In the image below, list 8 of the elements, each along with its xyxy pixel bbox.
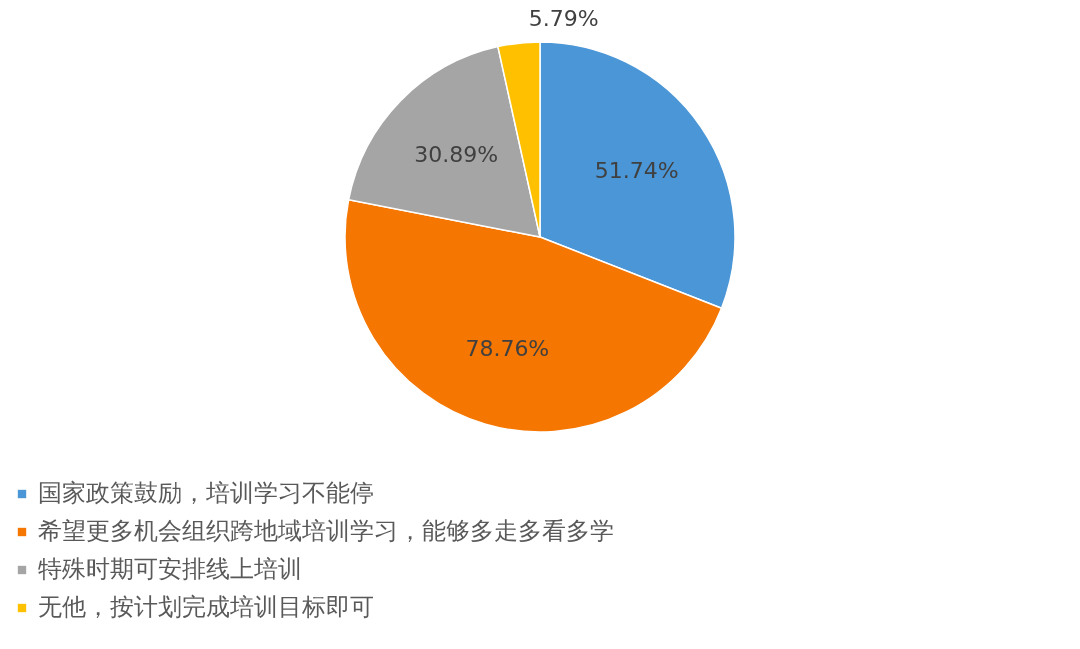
legend-label: 无他，按计划完成培训目标即可 — [38, 593, 374, 621]
legend-label: 希望更多机会组织跨地域培训学习，能够多走多看多学 — [38, 517, 614, 545]
data-label: 30.89% — [414, 142, 499, 168]
legend-label: 国家政策鼓励，培训学习不能停 — [38, 479, 374, 507]
data-label: 5.79% — [528, 6, 599, 32]
data-label: 78.76% — [465, 336, 550, 362]
legend-label: 特殊时期可安排线上培训 — [38, 555, 302, 583]
data-label: 51.74% — [594, 158, 679, 184]
